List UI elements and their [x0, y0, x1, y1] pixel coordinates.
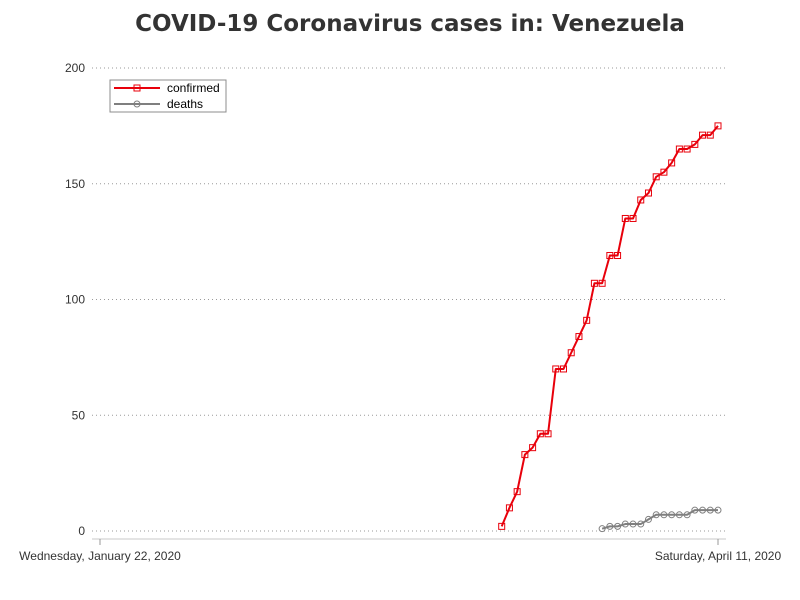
y-tick-label-150: 150: [65, 177, 85, 191]
data-point-confirmed-16: [621, 214, 629, 222]
y-tick-label-50: 50: [72, 408, 86, 422]
data-point-confirmed-28: [714, 122, 722, 130]
data-point-confirmed-26: [699, 131, 707, 139]
data-point-deaths-15: [714, 506, 722, 514]
data-point-confirmed-1: [505, 504, 513, 512]
data-point-confirmed-21: [660, 168, 668, 176]
legend-label-deaths: deaths: [167, 97, 203, 111]
data-point-deaths-13: [699, 506, 707, 514]
x-tick-label-start: Wednesday, January 22, 2020: [19, 549, 181, 563]
data-point-confirmed-5: [536, 430, 544, 438]
data-point-confirmed-24: [683, 145, 691, 153]
data-point-confirmed-4: [529, 444, 537, 452]
series-line-confirmed: [500, 125, 719, 527]
legend-marker-deaths: [133, 100, 141, 108]
data-point-confirmed-27: [706, 131, 714, 139]
data-point-confirmed-8: [560, 365, 567, 373]
data-point-confirmed-2: [513, 488, 521, 496]
data-point-deaths-4: [629, 520, 637, 528]
data-point-deaths-14: [706, 506, 714, 514]
data-point-confirmed-23: [675, 145, 683, 153]
y-tick-label-0: 0: [78, 524, 85, 538]
series: [498, 122, 722, 533]
grid: 0 50 100 150 200: [65, 61, 726, 538]
data-point-confirmed-25: [691, 140, 699, 148]
data-point-confirmed-10: [575, 333, 583, 341]
y-tick-label-200: 200: [65, 61, 85, 75]
axes: Wednesday, January 22, 2020 Saturday, Ap…: [19, 538, 782, 563]
data-point-deaths-12: [691, 506, 699, 514]
chart-title: COVID-19 Coronavirus cases in: Venezuela: [135, 11, 685, 37]
data-point-confirmed-11: [583, 316, 591, 324]
data-point-deaths-3: [621, 520, 629, 528]
data-point-deaths-0: [598, 525, 606, 533]
data-point-confirmed-12: [590, 279, 598, 287]
y-tick-label-100: 100: [65, 293, 85, 307]
legend-label-confirmed: confirmed: [167, 81, 220, 95]
data-point-confirmed-3: [521, 451, 529, 459]
legend-box: [109, 79, 227, 113]
data-point-deaths-9: [668, 511, 676, 519]
data-point-deaths-8: [660, 511, 668, 519]
data-point-confirmed-15: [614, 252, 622, 260]
data-point-deaths-10: [675, 511, 683, 519]
data-point-confirmed-14: [606, 252, 614, 260]
data-point-deaths-6: [644, 515, 652, 523]
data-point-confirmed-22: [668, 159, 676, 167]
series-line-deaths: [601, 509, 718, 530]
data-point-confirmed-20: [652, 173, 660, 181]
legend-marker-confirmed: [133, 84, 141, 92]
data-point-confirmed-6: [544, 430, 552, 438]
data-point-deaths-2: [614, 522, 622, 530]
x-tick-label-end: Saturday, April 11, 2020: [655, 549, 782, 563]
data-point-deaths-7: [652, 511, 660, 519]
data-point-confirmed-0: [498, 522, 506, 530]
data-point-confirmed-7: [552, 365, 560, 373]
data-point-confirmed-9: [567, 349, 575, 357]
data-point-confirmed-19: [644, 189, 652, 197]
data-point-confirmed-17: [629, 214, 637, 222]
data-point-confirmed-18: [637, 196, 645, 204]
data-point-deaths-1: [606, 522, 614, 530]
data-point-deaths-11: [683, 511, 691, 519]
legend: confirmed deaths: [109, 79, 227, 113]
data-point-deaths-5: [637, 520, 645, 528]
data-point-confirmed-13: [598, 279, 606, 287]
